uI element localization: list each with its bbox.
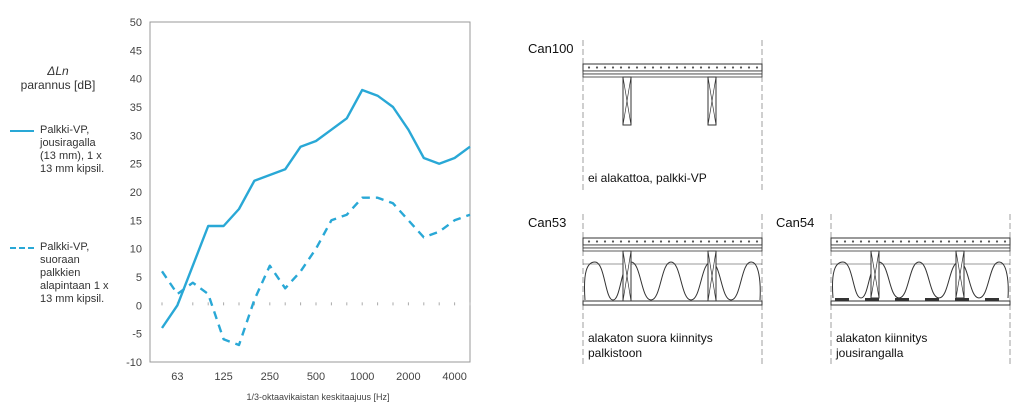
screed-dots <box>587 66 759 69</box>
diagram-caption-can100: ei alakattoa, palkki-VP <box>588 171 707 186</box>
diagram-title-can53: Can53 <box>528 215 567 230</box>
series-line-1 <box>161 88 471 329</box>
series-line-2 <box>161 196 471 347</box>
y-tick-label: 45 <box>130 45 142 57</box>
legend-label-dashed: Palkki-VP, suoraan palkkien alapintaan 1… <box>40 241 109 305</box>
y-tick-label: -10 <box>126 357 142 369</box>
plot-frame <box>149 21 471 363</box>
legend-label-solid: Palkki-VP, jousiragalla (13 mm), 1 x 13 … <box>40 124 105 175</box>
y-tick-label: -5 <box>132 329 142 341</box>
y-tick-label: 20 <box>130 187 142 199</box>
y-tick-label: 50 <box>130 17 142 29</box>
x-tick-label: 4000 <box>442 371 466 383</box>
caption-line: palkistoon <box>588 346 643 360</box>
y-tick-label: 5 <box>136 272 142 284</box>
x-tick-label: 125 <box>214 371 232 383</box>
joist-right <box>955 250 965 299</box>
y-tick-label: 35 <box>130 102 142 114</box>
chart-axes <box>149 21 471 363</box>
diagram-caption-can53: alakaton suora kiinnitys palkistoon <box>588 331 713 361</box>
diagram-title-can54: Can54 <box>776 215 815 230</box>
y-tick-label: 15 <box>130 215 142 227</box>
joist-right <box>707 76 717 126</box>
y-axis-unit: parannus [dB] <box>20 78 96 92</box>
joist-left <box>622 250 632 302</box>
y-axis-label: ΔLn parannus [dB] <box>8 64 108 92</box>
diagram-can53 <box>582 214 763 367</box>
diagram-can54 <box>830 214 1011 367</box>
x-tick-label: 63 <box>171 371 183 383</box>
x-axis-label: 1/3-oktaavikaistan keskitaajuus [Hz] <box>246 392 389 402</box>
y-tick-label: 40 <box>130 74 142 86</box>
caption-line: alakaton suora kiinnitys <box>588 331 713 345</box>
chart-series <box>161 88 471 347</box>
diagram-caption-can54: alakaton kiinnitys jousirangalla <box>836 331 927 361</box>
joist-right <box>707 250 717 302</box>
y-axis-symbol: ΔLn <box>47 64 69 78</box>
resilient-channels <box>835 298 999 301</box>
y-tick-label: 25 <box>130 159 142 171</box>
y-tick-label: 30 <box>130 130 142 142</box>
y-tick-label: 0 <box>136 300 142 312</box>
joist-left <box>622 76 632 126</box>
caption-line: alakaton kiinnitys <box>836 331 928 345</box>
diagram-title-can100: Can100 <box>528 41 574 56</box>
x-tick-label: 2000 <box>396 371 420 383</box>
x-tick-label: 250 <box>261 371 279 383</box>
joist-left <box>870 250 880 299</box>
diagram-can100 <box>582 40 763 193</box>
caption-line: jousirangalla <box>836 346 904 360</box>
caption-line: ei alakattoa, palkki-VP <box>588 171 707 185</box>
y-tick-label: 10 <box>130 244 142 256</box>
legend-line-solid <box>10 130 34 132</box>
legend-line-dashed <box>10 247 34 249</box>
chart-tick-labels: -10 -5 0 5 10 15 20 25 30 35 40 45 50 63 125 250 500 1000… <box>126 17 467 383</box>
x-tick-label: 1000 <box>350 371 374 383</box>
x-tick-label: 500 <box>307 371 325 383</box>
